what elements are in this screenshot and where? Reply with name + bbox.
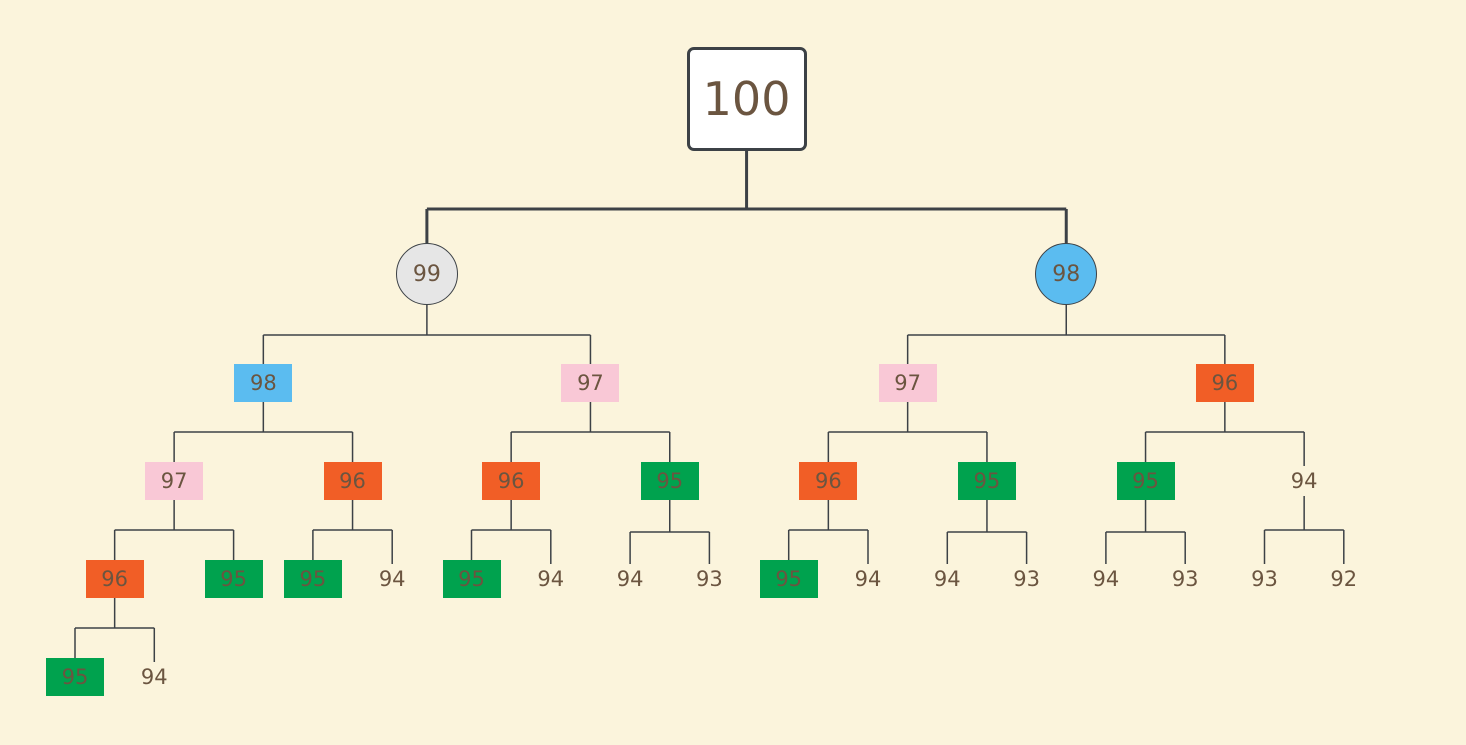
- node-value: 96: [497, 469, 525, 493]
- node-value: 94: [537, 567, 565, 591]
- node-value: 95: [973, 469, 1001, 493]
- node-value: 98: [249, 371, 277, 395]
- tree-node: 95: [204, 560, 263, 598]
- node-value: 96: [101, 567, 128, 591]
- node-value: 97: [577, 371, 604, 395]
- tree-node: 95: [46, 658, 104, 696]
- tree-node: 92: [1315, 560, 1373, 598]
- tree-node: 94: [1077, 560, 1135, 598]
- tree-node: 98: [1035, 243, 1098, 305]
- node-value: 95: [61, 665, 89, 689]
- node-value: 96: [1211, 371, 1239, 395]
- tree-node: 99: [395, 243, 458, 305]
- node-value: 100: [702, 72, 791, 126]
- node-value: 95: [775, 567, 803, 591]
- tree-node: 95: [759, 560, 818, 598]
- tree-node: 95: [442, 560, 501, 598]
- node-value: 98: [1052, 261, 1081, 287]
- node-value: 97: [160, 469, 188, 493]
- tree-node: 96: [85, 560, 144, 598]
- root-node: 100: [686, 47, 807, 151]
- tree-node: 96: [323, 462, 382, 500]
- tree-node: 94: [363, 560, 421, 598]
- node-value: 92: [1330, 567, 1358, 591]
- tree-node: 93: [998, 560, 1056, 598]
- node-value: 95: [656, 469, 684, 493]
- node-value: 97: [894, 371, 921, 395]
- tree-node: 97: [145, 462, 204, 500]
- node-value: 94: [933, 567, 961, 591]
- node-value: 94: [140, 665, 168, 689]
- tree-node: 96: [1195, 364, 1254, 402]
- tree-node: 95: [957, 462, 1016, 500]
- node-value: 93: [1013, 567, 1040, 591]
- node-value: 96: [814, 469, 842, 493]
- tree-node: 94: [918, 560, 976, 598]
- tree-node: 97: [561, 364, 620, 402]
- tree-node: 96: [482, 462, 541, 500]
- tree-node: 93: [680, 560, 738, 598]
- tree-node: 94: [601, 560, 659, 598]
- tree-node: 94: [1275, 462, 1333, 500]
- node-value: 96: [339, 469, 366, 493]
- node-value: 93: [1171, 567, 1199, 591]
- node-value: 99: [412, 261, 441, 287]
- node-value: 94: [378, 567, 406, 591]
- tree-node: 95: [283, 560, 342, 598]
- tree-node: 94: [522, 560, 580, 598]
- tree-node: 96: [799, 462, 858, 500]
- node-value: 94: [854, 567, 882, 591]
- tree-node: 93: [1236, 560, 1294, 598]
- node-value: 93: [1251, 567, 1278, 591]
- node-value: 95: [458, 567, 485, 591]
- tree-node: 93: [1156, 560, 1214, 598]
- tree-node: 97: [878, 364, 937, 402]
- node-value: 95: [1132, 469, 1159, 493]
- node-value: 95: [220, 567, 247, 591]
- node-value: 93: [696, 567, 723, 591]
- node-value: 94: [1290, 469, 1318, 493]
- node-value: 94: [616, 567, 644, 591]
- tree-node: 94: [839, 560, 897, 598]
- tree-node: 94: [125, 658, 183, 696]
- node-value: 95: [299, 567, 327, 591]
- tree-node: 95: [1116, 462, 1175, 500]
- tree-node: 95: [640, 462, 699, 500]
- tree-node: 98: [234, 364, 293, 402]
- node-value: 94: [1092, 567, 1120, 591]
